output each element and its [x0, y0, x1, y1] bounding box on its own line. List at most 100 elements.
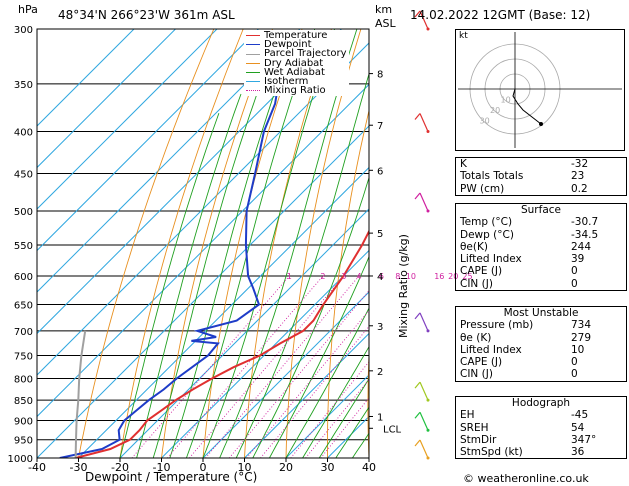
wind-barb-dot: [426, 428, 430, 432]
dry-adiabat: [407, 29, 449, 458]
pressure-tick-label: 400: [14, 128, 33, 139]
hodograph-label: SREH: [460, 421, 489, 434]
most-unstable-value: 0: [571, 368, 578, 381]
index-row: Totals Totals 23: [456, 170, 626, 182]
wet-adiabat: [185, 29, 316, 458]
credit: © weatheronline.co.uk: [463, 472, 589, 485]
surface-label: Dewp (°C): [460, 228, 514, 241]
hpa-unit: hPa: [18, 3, 38, 16]
location-title: 48°34'N 266°23'W 361m ASL: [58, 8, 235, 22]
legend-label: Dewpoint: [264, 39, 312, 51]
index-label: PW (cm): [460, 182, 505, 195]
most-unstable-label: θe (K): [460, 331, 492, 344]
dry-adiabat: [285, 29, 362, 458]
isotherm-line: [285, 374, 369, 458]
wind-barb: [419, 192, 429, 212]
most-unstable-title: Most Unstable: [503, 307, 579, 319]
hodograph-table: Hodograph EH -45 SREH 54 StmDir 347° StmSpd (k…: [455, 396, 627, 460]
mixing-ratio-label: 10: [406, 272, 416, 281]
isotherm-line: [37, 125, 369, 458]
wet-adiabat: [302, 345, 369, 458]
wet-adiabat: [202, 29, 336, 458]
legend-swatch: [246, 71, 260, 73]
hodograph-label: StmDir: [460, 433, 497, 446]
index-value: -32: [571, 158, 589, 170]
hodograph-row: StmDir 347°: [456, 434, 626, 446]
hodograph-row: StmSpd (kt) 36: [456, 446, 626, 458]
hodograph-value: 54: [571, 421, 585, 434]
wet-adiabat: [219, 29, 358, 458]
x-tick-label: 30: [321, 461, 335, 474]
hodograph-value: 36: [571, 446, 585, 459]
x-tick-label: -20: [111, 461, 129, 474]
legend-swatch: [246, 90, 260, 92]
km-tick-label: 3: [377, 322, 383, 333]
most-unstable-row: CIN (J) 0: [456, 368, 626, 380]
dry-adiabat: [202, 29, 303, 458]
legend-swatch: [246, 62, 260, 64]
surface-value: -30.7: [571, 216, 599, 229]
most-unstable-row: CAPE (J) 0: [456, 356, 626, 368]
index-label: K: [460, 158, 467, 170]
legend-item: Isotherm: [246, 76, 347, 87]
x-tick-label: 40: [362, 461, 376, 474]
surface-label: CAPE (J): [460, 265, 503, 278]
hodograph-ring-label: 20: [490, 106, 500, 115]
mixing-ratio-label: 8: [395, 272, 400, 281]
wind-barb-flag: [414, 192, 421, 200]
x-tick-label: -40: [28, 461, 46, 474]
mixing-ratio-label: 25: [462, 272, 472, 281]
legend-item: Parcel Trajectory: [246, 49, 347, 59]
wind-barb-dot: [426, 456, 430, 460]
legend-label: Dry Adiabat: [264, 57, 324, 69]
km-tick-label: 2: [377, 367, 383, 378]
legend-item: Dry Adiabat: [246, 57, 347, 69]
km-tick-label: 1: [377, 412, 383, 423]
legend-swatch: [246, 44, 260, 46]
surface-label: CIN (J): [460, 277, 493, 290]
x-tick-label: 0: [200, 461, 207, 474]
wind-barb: [419, 10, 429, 30]
dry-adiabat: [78, 29, 215, 458]
pressure-tick-label: 300: [14, 25, 33, 36]
surface-value: 244: [571, 240, 592, 253]
index-value: 23: [571, 170, 585, 183]
mixing-ratio-line: [189, 275, 345, 458]
index-row: K -32: [456, 158, 626, 170]
legend: Temperature Dewpoint Parcel Trajectory Dry …: [244, 30, 349, 97]
mixing-ratio-line: [260, 325, 369, 458]
legend-item: Wet Adiabat: [246, 66, 347, 78]
surface-label: θe(K): [460, 240, 488, 253]
isotherm-line: [37, 29, 342, 335]
surface-table: Surface Temp (°C) -30.7 Dewp (°C) -34.5 θe(K…: [455, 203, 627, 292]
most-unstable-table: Most Unstable Pressure (mb) 734 θe (K) 279 L…: [455, 306, 627, 382]
legend-swatch: [246, 81, 260, 83]
dewpoint-line: [59, 77, 280, 458]
most-unstable-row: θe (K) 279: [456, 332, 626, 344]
asl-unit: ASL: [375, 17, 396, 30]
wet-adiabat: [318, 377, 369, 458]
most-unstable-label: Lifted Index: [460, 343, 522, 356]
legend-label: Wet Adiabat: [264, 66, 325, 78]
most-unstable-row: Lifted Index 10: [456, 344, 626, 356]
legend-item: Mixing Ratio: [246, 86, 347, 96]
km-tick-label: 5: [377, 229, 383, 240]
x-axis-title: Dewpoint / Temperature (°C): [85, 470, 258, 484]
most-unstable-value: 734: [571, 319, 592, 332]
surface-row: Temp (°C) -30.7: [456, 216, 626, 228]
hodograph-end: [539, 122, 543, 126]
hodograph-frame: [455, 29, 625, 151]
surface-value: 39: [571, 253, 585, 266]
legend-item: Dewpoint: [246, 39, 347, 51]
wind-barb-dot: [426, 398, 430, 402]
pressure-tick-label: 650: [14, 301, 33, 312]
isotherm-line: [37, 29, 218, 210]
hodograph-ring-label: 10: [501, 96, 511, 105]
wet-adiabat: [152, 62, 269, 458]
wind-barb-flag: [414, 10, 421, 18]
surface-title: Surface: [520, 204, 561, 216]
mixing-ratio-line: [290, 361, 369, 458]
wet-adiabat: [269, 255, 369, 458]
